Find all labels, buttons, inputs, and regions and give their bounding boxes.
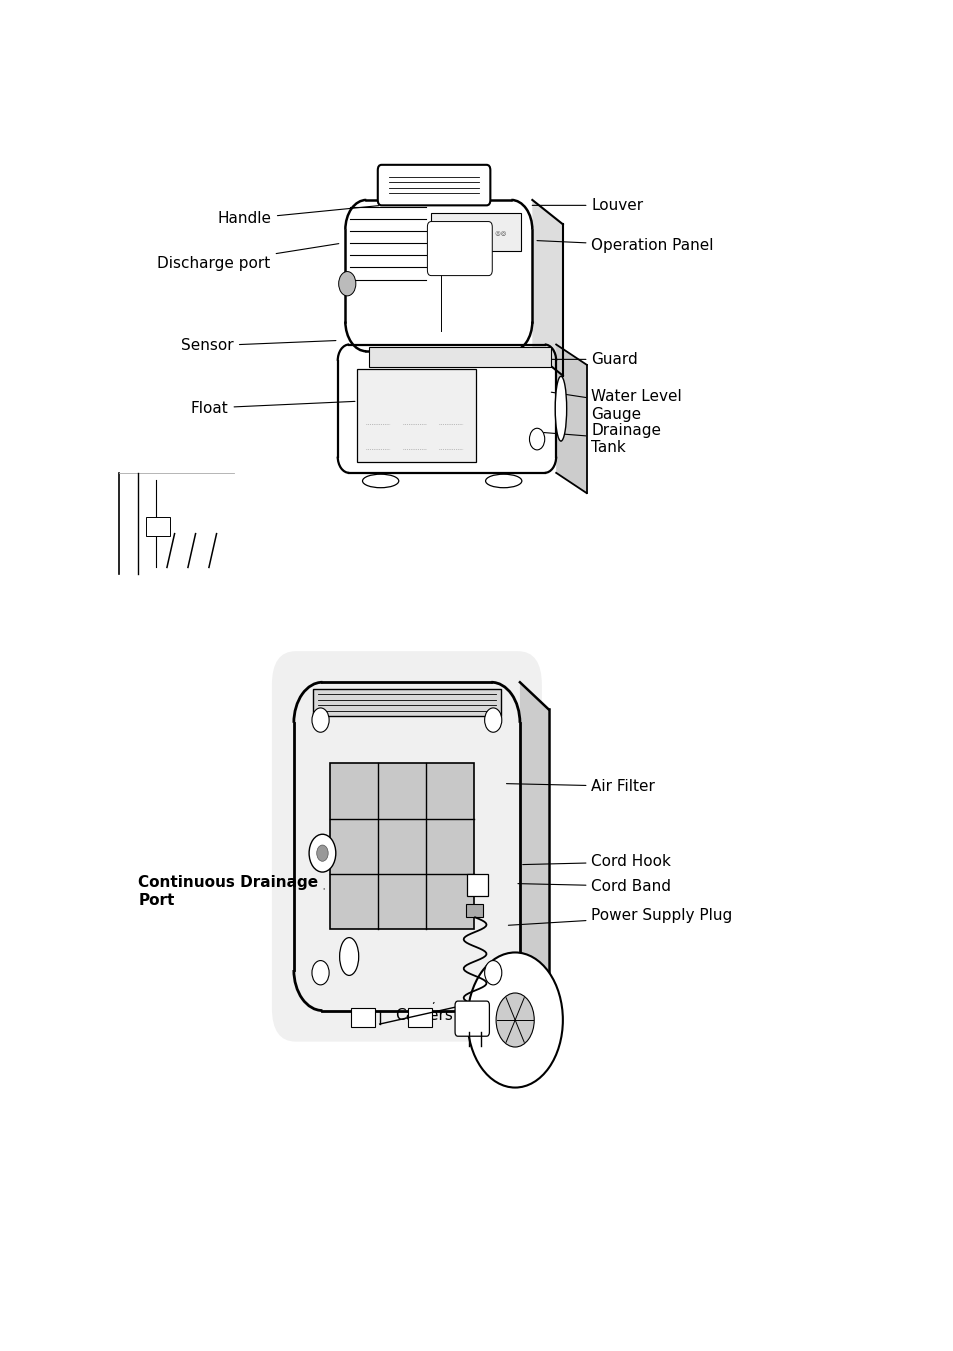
Text: Drainage
Tank: Drainage Tank: [543, 423, 660, 455]
FancyBboxPatch shape: [272, 651, 541, 1042]
Ellipse shape: [485, 474, 521, 488]
Circle shape: [484, 961, 501, 985]
FancyBboxPatch shape: [377, 165, 490, 205]
FancyBboxPatch shape: [427, 222, 492, 276]
Circle shape: [309, 834, 335, 873]
Circle shape: [496, 993, 534, 1047]
Text: Discharge port: Discharge port: [157, 243, 338, 272]
Bar: [431, 213, 520, 251]
Circle shape: [467, 952, 562, 1088]
Text: Air Filter: Air Filter: [506, 778, 655, 794]
Bar: [313, 689, 500, 716]
Bar: [146, 517, 170, 536]
Circle shape: [316, 846, 328, 862]
Text: Water Level
Gauge: Water Level Gauge: [551, 389, 681, 422]
Polygon shape: [556, 345, 586, 493]
Text: Soleus Air  ·· ··  ◎◎: Soleus Air ·· ·· ◎◎: [445, 230, 506, 235]
Circle shape: [312, 961, 329, 985]
Text: Casters: Casters: [395, 1002, 453, 1024]
Bar: [351, 1008, 375, 1027]
Text: Sensor: Sensor: [181, 338, 335, 354]
Bar: [369, 347, 551, 367]
Bar: [465, 904, 482, 917]
Polygon shape: [532, 200, 562, 376]
Circle shape: [529, 428, 544, 450]
Circle shape: [338, 272, 355, 296]
Circle shape: [312, 708, 329, 732]
Bar: [330, 763, 474, 929]
Text: Louver: Louver: [532, 197, 643, 213]
Text: Float: Float: [191, 400, 355, 416]
Polygon shape: [519, 682, 548, 1038]
Text: Cord Band: Cord Band: [517, 878, 671, 894]
Text: Guard: Guard: [537, 351, 638, 367]
Ellipse shape: [555, 377, 566, 440]
Text: Power Supply Plug: Power Supply Plug: [508, 908, 732, 925]
Text: Continuous Drainage
Port: Continuous Drainage Port: [138, 875, 324, 908]
Circle shape: [484, 708, 501, 732]
Ellipse shape: [362, 474, 398, 488]
Text: Operation Panel: Operation Panel: [537, 238, 713, 254]
Bar: [467, 874, 488, 896]
Text: Handle: Handle: [217, 205, 378, 227]
Ellipse shape: [339, 938, 358, 975]
Bar: [356, 369, 476, 462]
Text: Cord Hook: Cord Hook: [522, 854, 671, 870]
FancyBboxPatch shape: [455, 1001, 489, 1036]
Bar: [408, 1008, 432, 1027]
